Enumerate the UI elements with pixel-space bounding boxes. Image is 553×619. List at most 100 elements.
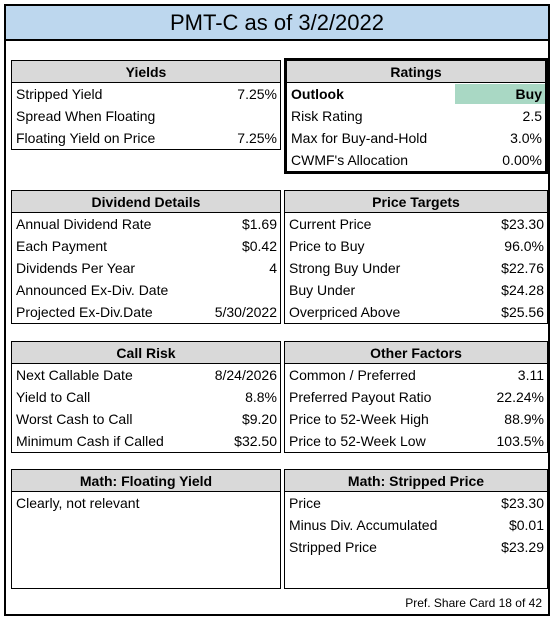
ratings-panel: Ratings Outlook Buy Risk Rating 2.5 Max … bbox=[284, 58, 548, 174]
row-value: $25.56 bbox=[501, 304, 544, 320]
yields-row: Spread When Floating bbox=[12, 105, 280, 127]
yields-row: Floating Yield on Price 7.25% bbox=[12, 127, 280, 149]
row-label: Minus Div. Accumulated bbox=[289, 517, 438, 533]
card-footer: Pref. Share Card 18 of 42 bbox=[405, 596, 542, 610]
row-value: 8.8% bbox=[245, 389, 277, 405]
row-label: Buy Under bbox=[289, 282, 356, 298]
math-floating-text: Clearly, not relevant bbox=[12, 492, 280, 514]
note-text: Clearly, not relevant bbox=[16, 495, 140, 511]
dividend-header: Dividend Details bbox=[12, 191, 280, 213]
row-value: $22.76 bbox=[501, 260, 544, 276]
row-value: 8/24/2026 bbox=[214, 367, 277, 383]
other-factors-row: Common / Preferred 3.11 bbox=[285, 364, 547, 386]
price-targets-row: Price to Buy 96.0% bbox=[285, 235, 547, 257]
row-value: $23.30 bbox=[501, 495, 544, 511]
call-risk-row: Next Callable Date 8/24/2026 bbox=[12, 364, 280, 386]
dividend-row: Each Payment $0.42 bbox=[12, 235, 280, 257]
share-card: PMT-C as of 3/2/2022 Yields Stripped Yie… bbox=[4, 4, 550, 616]
row-label: Current Price bbox=[289, 216, 372, 232]
dividend-row: Annual Dividend Rate $1.69 bbox=[12, 213, 280, 235]
row-label: Announced Ex-Div. Date bbox=[16, 282, 169, 298]
math-stripped-row: Stripped Price $23.29 bbox=[285, 536, 547, 558]
ratings-row: Outlook Buy bbox=[287, 83, 545, 105]
outlook-value: Buy bbox=[455, 84, 545, 104]
call-risk-panel: Call Risk Next Callable Date 8/24/2026 Y… bbox=[11, 341, 281, 453]
call-risk-row: Yield to Call 8.8% bbox=[12, 386, 280, 408]
price-targets-row: Current Price $23.30 bbox=[285, 213, 547, 235]
dividend-row: Announced Ex-Div. Date bbox=[12, 279, 280, 301]
row-label: Price to Buy bbox=[289, 238, 365, 254]
price-targets-row: Overpriced Above $25.56 bbox=[285, 301, 547, 323]
price-targets-panel: Price Targets Current Price $23.30 Price… bbox=[284, 190, 548, 324]
row-value: $23.29 bbox=[501, 539, 544, 555]
row-value: 7.25% bbox=[237, 86, 277, 102]
row-label: Next Callable Date bbox=[16, 367, 133, 383]
yields-header: Yields bbox=[12, 61, 280, 83]
row-value: 22.24% bbox=[496, 389, 544, 405]
row-value: $23.30 bbox=[501, 216, 544, 232]
row-label: Overpriced Above bbox=[289, 304, 401, 320]
row-label: CWMF's Allocation bbox=[291, 152, 409, 168]
row-label: Max for Buy-and-Hold bbox=[291, 130, 428, 146]
row-label: Price to 52-Week High bbox=[289, 411, 429, 427]
dividend-row: Dividends Per Year 4 bbox=[12, 257, 280, 279]
price-targets-header: Price Targets bbox=[285, 191, 547, 213]
math-floating-panel: Math: Floating Yield Clearly, not releva… bbox=[11, 469, 281, 589]
row-value: 103.5% bbox=[496, 433, 544, 449]
row-value: 7.25% bbox=[237, 130, 277, 146]
row-value: $1.69 bbox=[241, 216, 277, 232]
other-factors-panel: Other Factors Common / Preferred 3.11 Pr… bbox=[284, 341, 548, 453]
row-value: $24.28 bbox=[501, 282, 544, 298]
math-stripped-row: Price $23.30 bbox=[285, 492, 547, 514]
row-value: 3.11 bbox=[517, 367, 544, 383]
row-value: 2.5 bbox=[522, 108, 542, 124]
other-factors-row: Price to 52-Week High 88.9% bbox=[285, 408, 547, 430]
row-value: 0.00% bbox=[502, 152, 542, 168]
call-risk-row: Minimum Cash if Called $32.50 bbox=[12, 430, 280, 452]
call-risk-row: Worst Cash to Call $9.20 bbox=[12, 408, 280, 430]
price-targets-row: Strong Buy Under $22.76 bbox=[285, 257, 547, 279]
math-stripped-panel: Math: Stripped Price Price $23.30 Minus … bbox=[284, 469, 548, 589]
row-label: Price to 52-Week Low bbox=[289, 433, 426, 449]
row-value: $32.50 bbox=[234, 433, 277, 449]
math-floating-header: Math: Floating Yield bbox=[12, 470, 280, 492]
ratings-header: Ratings bbox=[287, 61, 545, 83]
row-value: 3.0% bbox=[510, 130, 542, 146]
row-value: $0.42 bbox=[241, 238, 277, 254]
row-value: $9.20 bbox=[241, 411, 277, 427]
price-targets-row: Buy Under $24.28 bbox=[285, 279, 547, 301]
ratings-row: Max for Buy-and-Hold 3.0% bbox=[287, 127, 545, 149]
other-factors-header: Other Factors bbox=[285, 342, 547, 364]
row-label: Common / Preferred bbox=[289, 367, 416, 383]
row-label: Annual Dividend Rate bbox=[16, 216, 152, 232]
card-title: PMT-C as of 3/2/2022 bbox=[6, 6, 548, 41]
row-label: Stripped Yield bbox=[16, 86, 103, 102]
dividend-panel: Dividend Details Annual Dividend Rate $1… bbox=[11, 190, 281, 324]
row-label: Strong Buy Under bbox=[289, 260, 401, 276]
row-value: $0.01 bbox=[508, 517, 544, 533]
row-value: 5/30/2022 bbox=[214, 304, 277, 320]
row-label: Preferred Payout Ratio bbox=[289, 389, 432, 405]
row-label: Worst Cash to Call bbox=[16, 411, 133, 427]
row-value: 4 bbox=[269, 260, 277, 276]
math-stripped-row: Minus Div. Accumulated $0.01 bbox=[285, 514, 547, 536]
call-risk-header: Call Risk bbox=[12, 342, 280, 364]
row-label: Each Payment bbox=[16, 238, 108, 254]
other-factors-row: Preferred Payout Ratio 22.24% bbox=[285, 386, 547, 408]
row-value: 88.9% bbox=[504, 411, 544, 427]
ratings-row: CWMF's Allocation 0.00% bbox=[287, 149, 545, 171]
row-label: Spread When Floating bbox=[16, 108, 156, 124]
yields-row: Stripped Yield 7.25% bbox=[12, 83, 280, 105]
row-label: Minimum Cash if Called bbox=[16, 433, 164, 449]
ratings-row: Risk Rating 2.5 bbox=[287, 105, 545, 127]
row-label: Yield to Call bbox=[16, 389, 91, 405]
row-label: Projected Ex-Div.Date bbox=[16, 304, 153, 320]
row-label: Floating Yield on Price bbox=[16, 130, 156, 146]
yields-panel: Yields Stripped Yield 7.25% Spread When … bbox=[11, 60, 281, 150]
outlook-label: Outlook bbox=[291, 86, 344, 102]
row-label: Price bbox=[289, 495, 321, 511]
row-value: 96.0% bbox=[504, 238, 544, 254]
row-label: Dividends Per Year bbox=[16, 260, 136, 276]
row-label: Risk Rating bbox=[291, 108, 363, 124]
math-stripped-header: Math: Stripped Price bbox=[285, 470, 547, 492]
